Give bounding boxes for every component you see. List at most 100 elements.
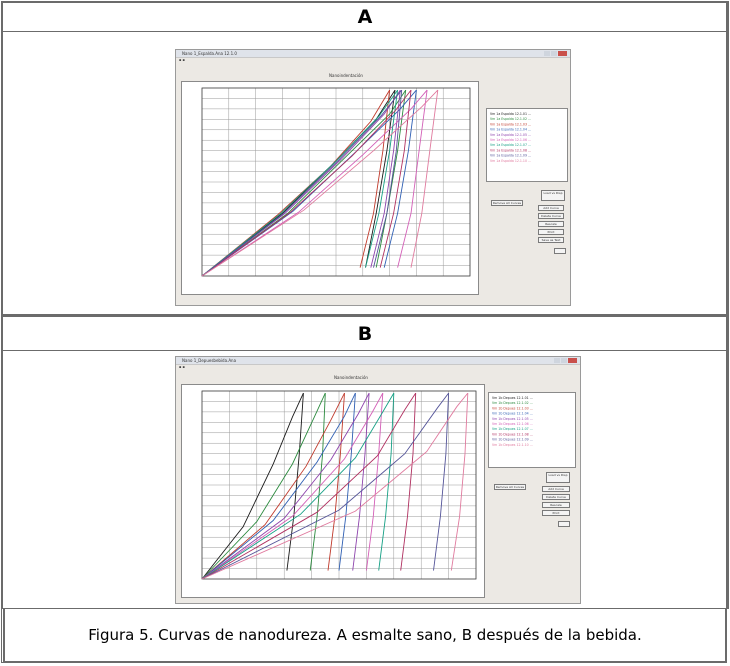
legend-entry: Vm 1b Depues 12.1.05 ... bbox=[492, 417, 533, 421]
loading-curve bbox=[201, 392, 384, 580]
unloading-curve bbox=[327, 393, 345, 571]
figure-caption: Figura 5. Curvas de nanodureza. A esmalt… bbox=[3, 609, 727, 663]
axes-frame bbox=[201, 87, 471, 277]
legend-entry: Vm 1b Depues 12.1.04 ... bbox=[492, 412, 533, 416]
panel-a-label: A bbox=[357, 6, 373, 28]
unloading-curve bbox=[410, 90, 439, 268]
loading-curve bbox=[201, 392, 326, 580]
unloading-curve bbox=[365, 90, 396, 268]
loading-curve bbox=[201, 89, 401, 277]
loading-curve bbox=[201, 392, 449, 580]
loading-curve bbox=[201, 392, 370, 580]
panel-a-screenshot: Nano 1_Espalda.Ana 12.1.0 ▪ ▪ Nanoindent… bbox=[175, 49, 571, 306]
delete-curve-button[interactable]: Delete Curve bbox=[538, 213, 564, 219]
close-button[interactable] bbox=[558, 521, 570, 527]
remove-all-curves-button[interactable]: Remove All Curves bbox=[494, 484, 526, 490]
legend-entry: Vm 1a Espalda 12.1.10 ... bbox=[490, 159, 531, 163]
unloading-curve bbox=[397, 90, 428, 268]
legend-entry: Vm 1a Espalda 12.1.09 ... bbox=[490, 154, 531, 158]
unloading-curve bbox=[352, 393, 370, 571]
unloading-curve bbox=[338, 393, 356, 571]
panel-b-label: B bbox=[357, 322, 373, 345]
print-button[interactable]: Print bbox=[538, 229, 564, 235]
close-button[interactable] bbox=[554, 248, 566, 254]
loading-curve bbox=[201, 89, 396, 277]
rescale-button[interactable]: Rescale bbox=[542, 502, 570, 508]
loading-curve bbox=[201, 89, 428, 277]
unloading-curve bbox=[365, 393, 384, 571]
window-title: Nano 1_Espalda.Ana 12.1.0 bbox=[182, 51, 237, 56]
loading-curve bbox=[201, 89, 403, 277]
print-button[interactable]: Print bbox=[542, 510, 570, 516]
legend-entry: Vm 1b Depues 12.1.03 ... bbox=[492, 406, 533, 410]
panel-b-screenshot: Nano 1_Depuesbebida.Ana ▪ ▪ Nanoindentac… bbox=[175, 356, 581, 604]
save-as-text-button[interactable]: Save as Text bbox=[538, 237, 564, 243]
remove-all-curves-button[interactable]: Remove All Curves bbox=[491, 200, 523, 206]
panel-b-header: B bbox=[1, 315, 729, 351]
unloading-curve bbox=[400, 393, 417, 571]
unloading-curve bbox=[286, 393, 304, 571]
unloading-curve bbox=[375, 90, 407, 268]
legend-entry: Vm 1a Espalda 12.1.03 ... bbox=[490, 122, 531, 126]
unloading-curve bbox=[370, 90, 401, 268]
loading-curve bbox=[201, 392, 345, 580]
caption-text: Figura 5. Curvas de nanodureza. A esmalt… bbox=[88, 625, 642, 644]
menu-bar: ▪ ▪ bbox=[179, 58, 185, 62]
legend-b: Vm 1b Depues 12.1.01 ...Vm 1b Depues 12.… bbox=[492, 396, 533, 447]
loading-curve bbox=[201, 89, 407, 277]
add-curve-button[interactable]: Add Curve bbox=[538, 205, 564, 211]
legend-entry: Vm 1a Espalda 12.1.06 ... bbox=[490, 138, 531, 142]
window-title: Nano 1_Depuesbebida.Ana bbox=[182, 358, 237, 363]
panel-b-cell: Nano 1_Depuesbebida.Ana ▪ ▪ Nanoindentac… bbox=[1, 351, 729, 609]
window-controls bbox=[554, 358, 577, 363]
legend-entry: Vm 1b Depues 12.1.02 ... bbox=[492, 401, 533, 405]
loading-curve bbox=[201, 89, 439, 277]
chart-title: Nanoindentación bbox=[329, 73, 363, 78]
axes-frame bbox=[201, 390, 477, 580]
loading-curve bbox=[201, 392, 417, 580]
nanohardness-chart-a bbox=[201, 87, 471, 277]
unloading-curve bbox=[383, 90, 417, 268]
panel-a-header: A bbox=[1, 1, 729, 32]
legend-entry: Vm 1a Espalda 12.1.04 ... bbox=[490, 128, 531, 132]
legend-entry: Vm 1a Espalda 12.1.07 ... bbox=[490, 143, 531, 147]
legend-entry: Vm 1a Espalda 12.1.02 ... bbox=[490, 117, 531, 121]
add-curve-button[interactable]: Add Curve bbox=[542, 486, 570, 492]
legend-entry: Vm 1b Depues 12.1.08 ... bbox=[492, 432, 533, 436]
unloading-curve bbox=[433, 393, 450, 571]
loading-curve bbox=[201, 89, 398, 277]
window-titlebar: Nano 1_Espalda.Ana 12.1.0 bbox=[176, 50, 570, 58]
chart-title: Nanoindentación bbox=[334, 375, 368, 380]
window-controls bbox=[544, 51, 567, 56]
legend-entry: Vm 1a Espalda 12.1.01 ... bbox=[490, 112, 531, 116]
legend-entry: Vm 1b Depues 12.1.07 ... bbox=[492, 427, 533, 431]
delete-curve-button[interactable]: Delete Curve bbox=[542, 494, 570, 500]
legend-entry: Vm 1b Depues 12.1.10 ... bbox=[492, 443, 533, 447]
menu-bar: ▪ ▪ bbox=[179, 365, 185, 369]
window-titlebar: Nano 1_Depuesbebida.Ana bbox=[176, 357, 580, 365]
loading-curve bbox=[201, 392, 356, 580]
plot-area bbox=[181, 81, 479, 295]
unloading-curve bbox=[373, 90, 403, 268]
loading-curve bbox=[201, 89, 390, 277]
legend-entry: Vm 1a Espalda 12.1.05 ... bbox=[490, 133, 531, 137]
legend-entry: Vm 1b Depues 12.1.01 ... bbox=[492, 396, 533, 400]
panel-a-cell: Nano 1_Espalda.Ana 12.1.0 ▪ ▪ Nanoindent… bbox=[1, 32, 729, 315]
unloading-curve bbox=[378, 393, 395, 571]
legend-a: Vm 1a Espalda 12.1.01 ...Vm 1a Espalda 1… bbox=[490, 112, 531, 163]
legend-entry: Vm 1b Depues 12.1.09 ... bbox=[492, 438, 533, 442]
legend-box: Vm 1b Depues 12.1.01 ... Vm 1b Depues 12.… bbox=[488, 392, 576, 468]
unloading-curve bbox=[309, 393, 326, 571]
plot-type-select[interactable]: Load vs Disp bbox=[541, 190, 565, 201]
loading-curve bbox=[201, 392, 395, 580]
nanohardness-chart-b bbox=[201, 390, 477, 580]
rescale-button[interactable]: Rescale bbox=[538, 221, 564, 227]
unloading-curve bbox=[365, 90, 399, 268]
loading-curve bbox=[201, 392, 304, 580]
legend-entry: Vm 1a Espalda 12.1.08 ... bbox=[490, 148, 531, 152]
unloading-curve bbox=[450, 393, 469, 571]
legend-box: Vm 1a Espalda 12.1.01 ... Vm 1a Espalda 1… bbox=[486, 108, 568, 182]
plot-type-select[interactable]: Load vs Disp bbox=[546, 472, 570, 483]
plot-area bbox=[181, 384, 485, 598]
legend-entry: Vm 1b Depues 12.1.06 ... bbox=[492, 422, 533, 426]
